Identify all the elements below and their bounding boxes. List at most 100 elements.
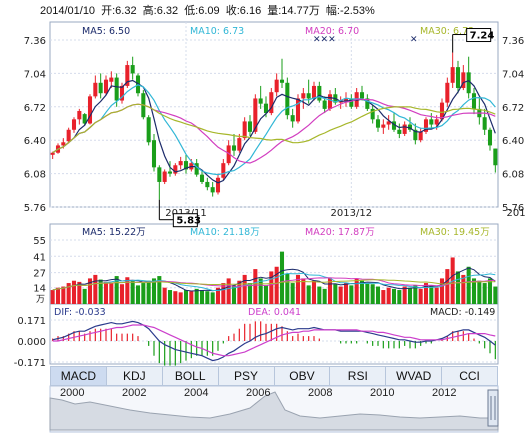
volume-bar [199,290,205,304]
volume-bar [461,274,466,304]
volume-bar [61,286,66,304]
candle-body [274,79,279,93]
dif-line [52,320,496,362]
candle-body [290,115,295,122]
macd-tick-label: -0.171 [14,358,46,369]
event-marker-icon[interactable]: ✕✕✕ [313,35,336,45]
candle-body [253,98,258,132]
volume-bar [231,285,237,304]
volume-bar [434,287,439,304]
event-marker-icon[interactable]: ✕ [410,35,418,45]
candle-body [445,82,450,103]
candle-body [194,163,199,175]
volume-bar [87,278,93,304]
candle-body [157,167,162,182]
candle-body [130,65,135,74]
info-high: 高:6.32 [142,5,179,17]
volume-bar [354,278,359,304]
volume-bar [290,283,295,304]
price-tick-left: 7.36 [24,36,46,47]
candle-body [322,100,327,109]
volume-bar [397,290,402,304]
tab-boll[interactable]: BOLL [163,367,219,385]
candle-body [482,117,487,130]
volume-bar [365,283,370,304]
macd-tick-label: 0.000 [17,337,46,348]
legend-ma5: MA5: 6.50 [82,26,130,37]
candle-body [418,131,423,141]
volume-bar [55,287,61,304]
candle-body [402,124,407,134]
date-tick-label: 2013/12 [331,208,373,219]
candle-body [306,93,311,99]
volume-tick-label: 41 [33,252,46,263]
candle-body [50,152,55,155]
candle-body [295,98,301,122]
candle-body [471,93,477,109]
volume-bar [493,286,498,304]
volume-bar [477,280,482,304]
volume-bar [66,283,71,304]
volume-bar [386,287,391,304]
candle-body [162,171,167,182]
candle-body [87,96,93,124]
candle-body [77,110,82,120]
volume-bar [269,271,274,304]
tab-kdj[interactable]: KDJ [107,367,163,385]
volume-bar [253,269,258,304]
navigator-year-labels: 2000 2002 2004 2006 2008 2010 2012 [50,387,498,399]
volume-bar [402,286,407,304]
candle-body [215,177,221,193]
candle-body [151,140,157,168]
volume-bar [375,286,381,304]
tab-psy[interactable]: PSY [219,367,275,385]
volume-bar [178,292,183,304]
candle-body [258,98,263,104]
navigator-handle[interactable] [487,389,499,427]
tab-macd[interactable]: MACD [51,367,107,385]
volume-bar [247,283,253,304]
volume-bar [114,276,119,304]
legend-macd: MACD: -0.149 [430,307,495,318]
candle-body [434,119,439,125]
tab-rsi[interactable]: RSI [330,367,387,385]
candle-body [423,119,429,132]
navigator-year-label: 2012 [432,387,457,399]
volume-bar [82,288,87,304]
indicator-tabs: MACD KDJ BOLL PSY OBV RSI WVAD CCI [50,366,498,386]
candle-body [487,129,493,146]
price-tick-right: 7.36 [502,36,524,47]
date-tick-label: 2014/01 [507,208,525,219]
volume-bar [391,288,397,304]
tab-wvad[interactable]: WVAD [386,367,443,385]
legend-vol-ma5: MA5: 15.22万 [82,227,146,238]
candle-body [439,102,445,120]
volume-tick-label: 55 [33,236,46,247]
candle-body [493,148,498,166]
volume-bar [439,278,445,304]
candle-body [381,124,386,128]
volume-bar [413,285,418,304]
info-change: 幅:-2.53% [325,5,375,17]
volume-bar [359,280,365,304]
volume-bar [381,290,386,304]
event-markers[interactable]: ✕✕✕ ✕ [313,35,418,45]
info-date: 2014/01/10 [40,5,96,17]
navigator-year-label: 2004 [184,387,209,399]
price-tick-right: 7.04 [502,69,524,80]
tab-cci[interactable]: CCI [459,369,480,383]
volume-tick-label: 14 [33,284,46,295]
candle-body [285,82,290,116]
volume-bar [130,280,135,304]
volume-bar [167,290,173,304]
candle-body [391,121,397,130]
legend-vol-ma20: MA20: 17.87万 [305,227,375,238]
candle-body [242,121,247,139]
candle-body [301,93,306,99]
price-tick-left: 6.08 [24,170,46,181]
volume-bar [333,284,338,304]
volume-bar [109,283,114,304]
volume-bar [210,292,215,304]
tab-obv[interactable]: OBV [275,367,331,385]
